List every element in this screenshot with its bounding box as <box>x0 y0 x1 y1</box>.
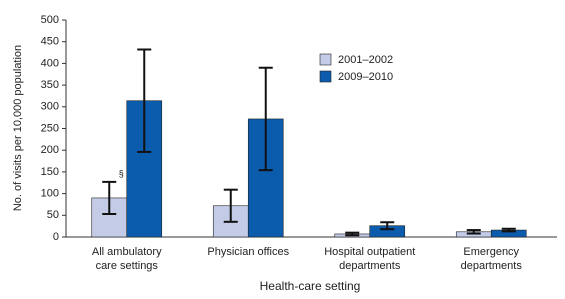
x-tick-label: care settings <box>96 260 159 272</box>
error-bar <box>102 180 117 215</box>
legend-swatch <box>319 70 332 83</box>
y-tick-label: 150 <box>41 166 59 178</box>
error-bar <box>137 48 152 153</box>
y-tick-label: 300 <box>41 101 59 113</box>
y-tick-label: 250 <box>41 122 59 134</box>
y-tick-label: 450 <box>41 36 59 48</box>
error-bar <box>380 221 395 231</box>
y-tick-label: 350 <box>41 79 59 91</box>
x-tick-label: departments <box>339 260 401 272</box>
error-bar <box>466 229 481 235</box>
y-tick-label: 100 <box>41 188 59 200</box>
error-bar <box>501 227 516 233</box>
error-bar <box>345 231 360 237</box>
y-tick-label: 200 <box>41 144 59 156</box>
x-tick-label: Hospital outpatient <box>324 246 415 258</box>
legend-swatch <box>319 53 332 66</box>
legend-label: 2009–2010 <box>338 71 393 83</box>
error-bar <box>223 188 238 223</box>
annotation: § <box>119 168 124 178</box>
y-tick-label: 0 <box>53 231 59 243</box>
x-tick-label: All ambulatory <box>92 246 162 258</box>
y-axis-title: No. of visits per 10,000 population <box>12 45 24 211</box>
error-bar <box>258 66 273 172</box>
x-axis-title: Health-care setting <box>260 279 361 293</box>
legend-label: 2001–2002 <box>338 54 393 66</box>
y-tick-label: 50 <box>47 209 59 221</box>
x-tick-label: Emergency <box>463 246 519 258</box>
y-tick-label: 400 <box>41 57 59 69</box>
y-tick-label: 500 <box>41 14 59 26</box>
x-tick-label: departments <box>461 260 523 272</box>
x-tick-label: Physician offices <box>207 246 289 258</box>
